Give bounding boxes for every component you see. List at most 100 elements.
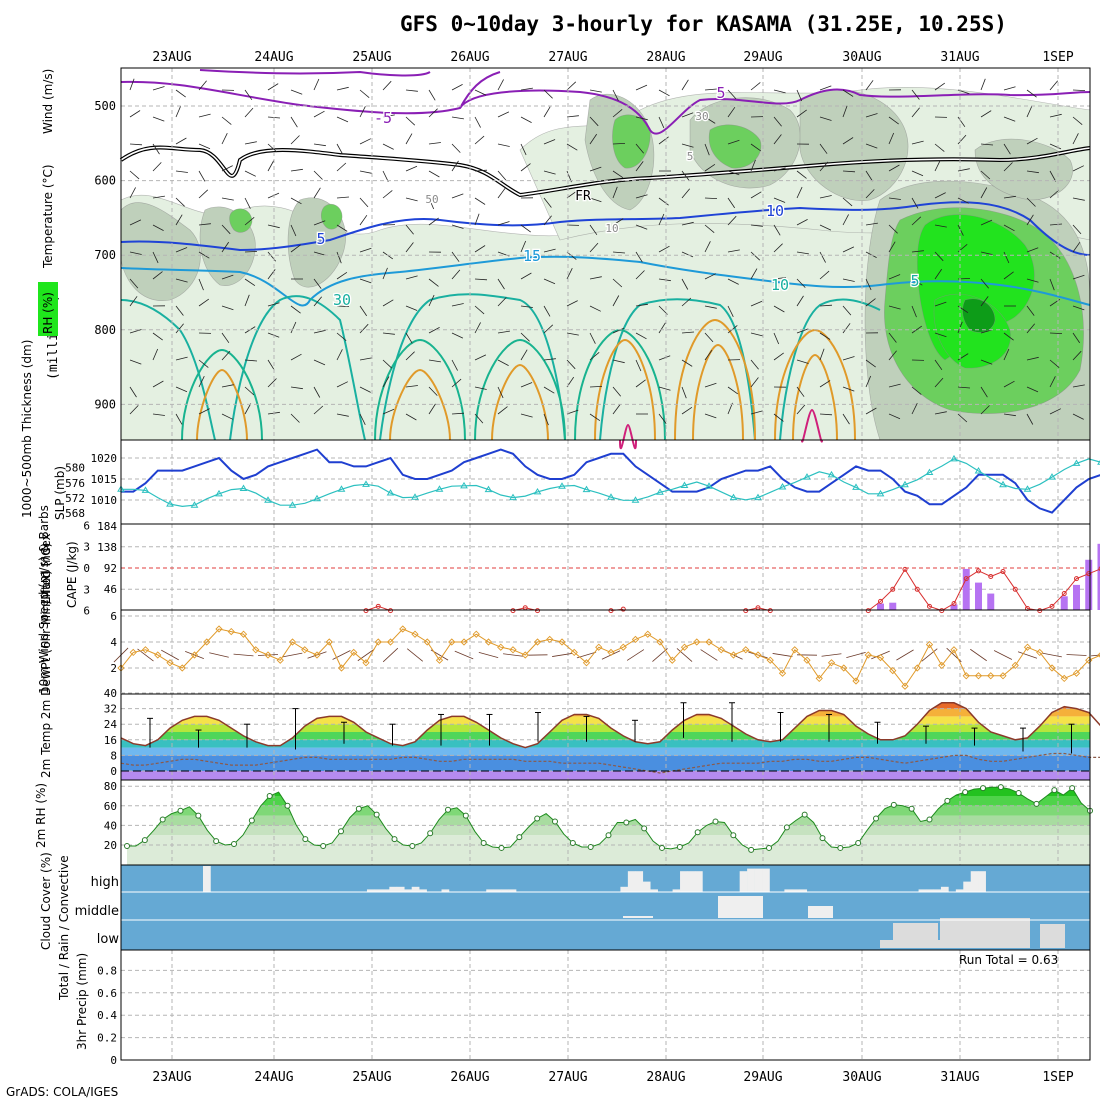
wind-barb-251 — [1049, 223, 1063, 226]
wind-barb-340 — [198, 298, 210, 307]
contour-warm-8 — [594, 338, 656, 441]
rh-marker-14 — [248, 817, 255, 824]
cloud-high-11 — [202, 866, 211, 892]
rh-marker-64 — [694, 829, 701, 836]
wind-barb-26 — [704, 88, 718, 91]
rh-tick-80: 80 — [104, 780, 117, 793]
run-total-label: Run Total = 0.63 — [959, 953, 1058, 967]
wind-barb-318 — [658, 278, 671, 282]
wind-barb-63 — [589, 116, 599, 127]
wind-barb-36 — [934, 82, 946, 91]
rh-marker-44 — [516, 834, 523, 841]
wind-barb-236 — [704, 224, 715, 234]
wind-barb-237 — [727, 215, 737, 226]
rh-marker-70 — [748, 846, 755, 853]
contour-hot-2 — [801, 408, 823, 443]
wind-barb-463 — [129, 386, 137, 398]
precip-frame — [120, 949, 1091, 1061]
wind-barb-395 — [497, 330, 510, 334]
wind-barb-12 — [382, 80, 392, 91]
cloud-high-86 — [762, 868, 770, 892]
cloud-high-35 — [381, 889, 390, 892]
wind-barb-35 — [911, 89, 920, 100]
wind-barb-335 — [1049, 278, 1055, 291]
wind-marker-7 — [203, 638, 211, 646]
wind-barb-298 — [198, 278, 204, 291]
cloud-high-40 — [419, 889, 427, 892]
temp-band-5 — [121, 724, 1090, 732]
rh-marker-48 — [552, 818, 558, 825]
li-marker-26 — [1037, 608, 1043, 614]
wind-barb-244 — [888, 224, 898, 234]
wind-barb-92 — [290, 135, 300, 145]
thickness-marker-8 — [215, 489, 223, 497]
wind-barb-444 — [658, 355, 671, 361]
wind-barb-414 — [934, 332, 947, 338]
wind-barb-215 — [221, 224, 231, 235]
wind-barb-245 — [911, 216, 922, 226]
wind-barb-505 — [129, 405, 139, 415]
wind-barb-418 — [1026, 323, 1036, 334]
wind-barb-516 — [382, 408, 395, 415]
lifted-index-axis-label: Lifted Index — [39, 533, 53, 604]
wind-marker-21 — [374, 638, 382, 646]
wind-barb-492 — [796, 386, 805, 397]
wind-barb-239 — [773, 224, 781, 236]
wind-barb-58 — [474, 116, 481, 128]
rh-marker-98 — [997, 784, 1004, 791]
wind-barb-478 — [474, 386, 487, 390]
rh-marker-24 — [338, 828, 344, 835]
thickness-marker-10 — [239, 484, 248, 491]
li-marker-6 — [535, 608, 540, 614]
wind-marker-59 — [840, 664, 848, 672]
thickness-marker-66 — [925, 468, 934, 476]
wind-barb-275 — [635, 251, 643, 263]
wind-barb-355 — [543, 305, 551, 317]
wind-barb-88 — [198, 143, 211, 150]
contour-warm-9 — [674, 318, 756, 441]
wind-barb-202 — [888, 197, 901, 200]
wind-barb-7 — [267, 83, 279, 91]
wind-barb-136 — [336, 162, 347, 172]
wind-barb-99 — [451, 143, 461, 153]
wind-barb-277 — [681, 251, 694, 258]
thickness-marker-68 — [950, 454, 958, 462]
wind-barb-200 — [842, 197, 853, 207]
wind-barb-274 — [612, 251, 626, 254]
rh-marker-6 — [177, 807, 184, 814]
wind-barb-533 — [773, 413, 784, 422]
li-tick--3: 3 — [83, 541, 90, 554]
cape-bar-4 — [962, 568, 970, 610]
wind-barb-137 — [359, 170, 372, 174]
precip-tick-0.6: 0.6 — [97, 987, 117, 1000]
rh-marker-94 — [962, 789, 969, 796]
wind-barb-291 — [1003, 251, 1010, 264]
rh-marker-34 — [427, 830, 434, 837]
wind-barb-503 — [1049, 376, 1056, 388]
cloud-high-114 — [970, 871, 979, 892]
wind-barb-362 — [704, 305, 717, 309]
thickness-marker-44 — [656, 488, 664, 495]
contour-warm-2 — [196, 368, 248, 441]
wind-barb-262 — [336, 251, 342, 264]
wind-barb-194 — [704, 197, 718, 199]
wind-marker-48 — [705, 638, 713, 646]
wind-barb-176 — [290, 197, 302, 205]
li-marker-12 — [865, 608, 871, 614]
rh-marker-88 — [908, 805, 915, 812]
wind-barb-535 — [819, 413, 833, 416]
wind-barb-134 — [290, 168, 303, 172]
wind-barb-513 — [313, 405, 324, 415]
wind-barb-169 — [129, 187, 136, 199]
wind-barb-153 — [727, 170, 740, 176]
wind-barb-437 — [497, 359, 509, 366]
cloud-high-74 — [672, 889, 681, 892]
cloud-middle-shape-2 — [718, 896, 763, 918]
wind-marker-41 — [619, 643, 627, 651]
wind-marker-43 — [644, 630, 652, 638]
wind-barb-519 — [451, 412, 465, 415]
wind-barb-60 — [520, 116, 532, 123]
wind-barb-18 — [520, 87, 533, 91]
wind-barb-434 — [428, 359, 441, 363]
